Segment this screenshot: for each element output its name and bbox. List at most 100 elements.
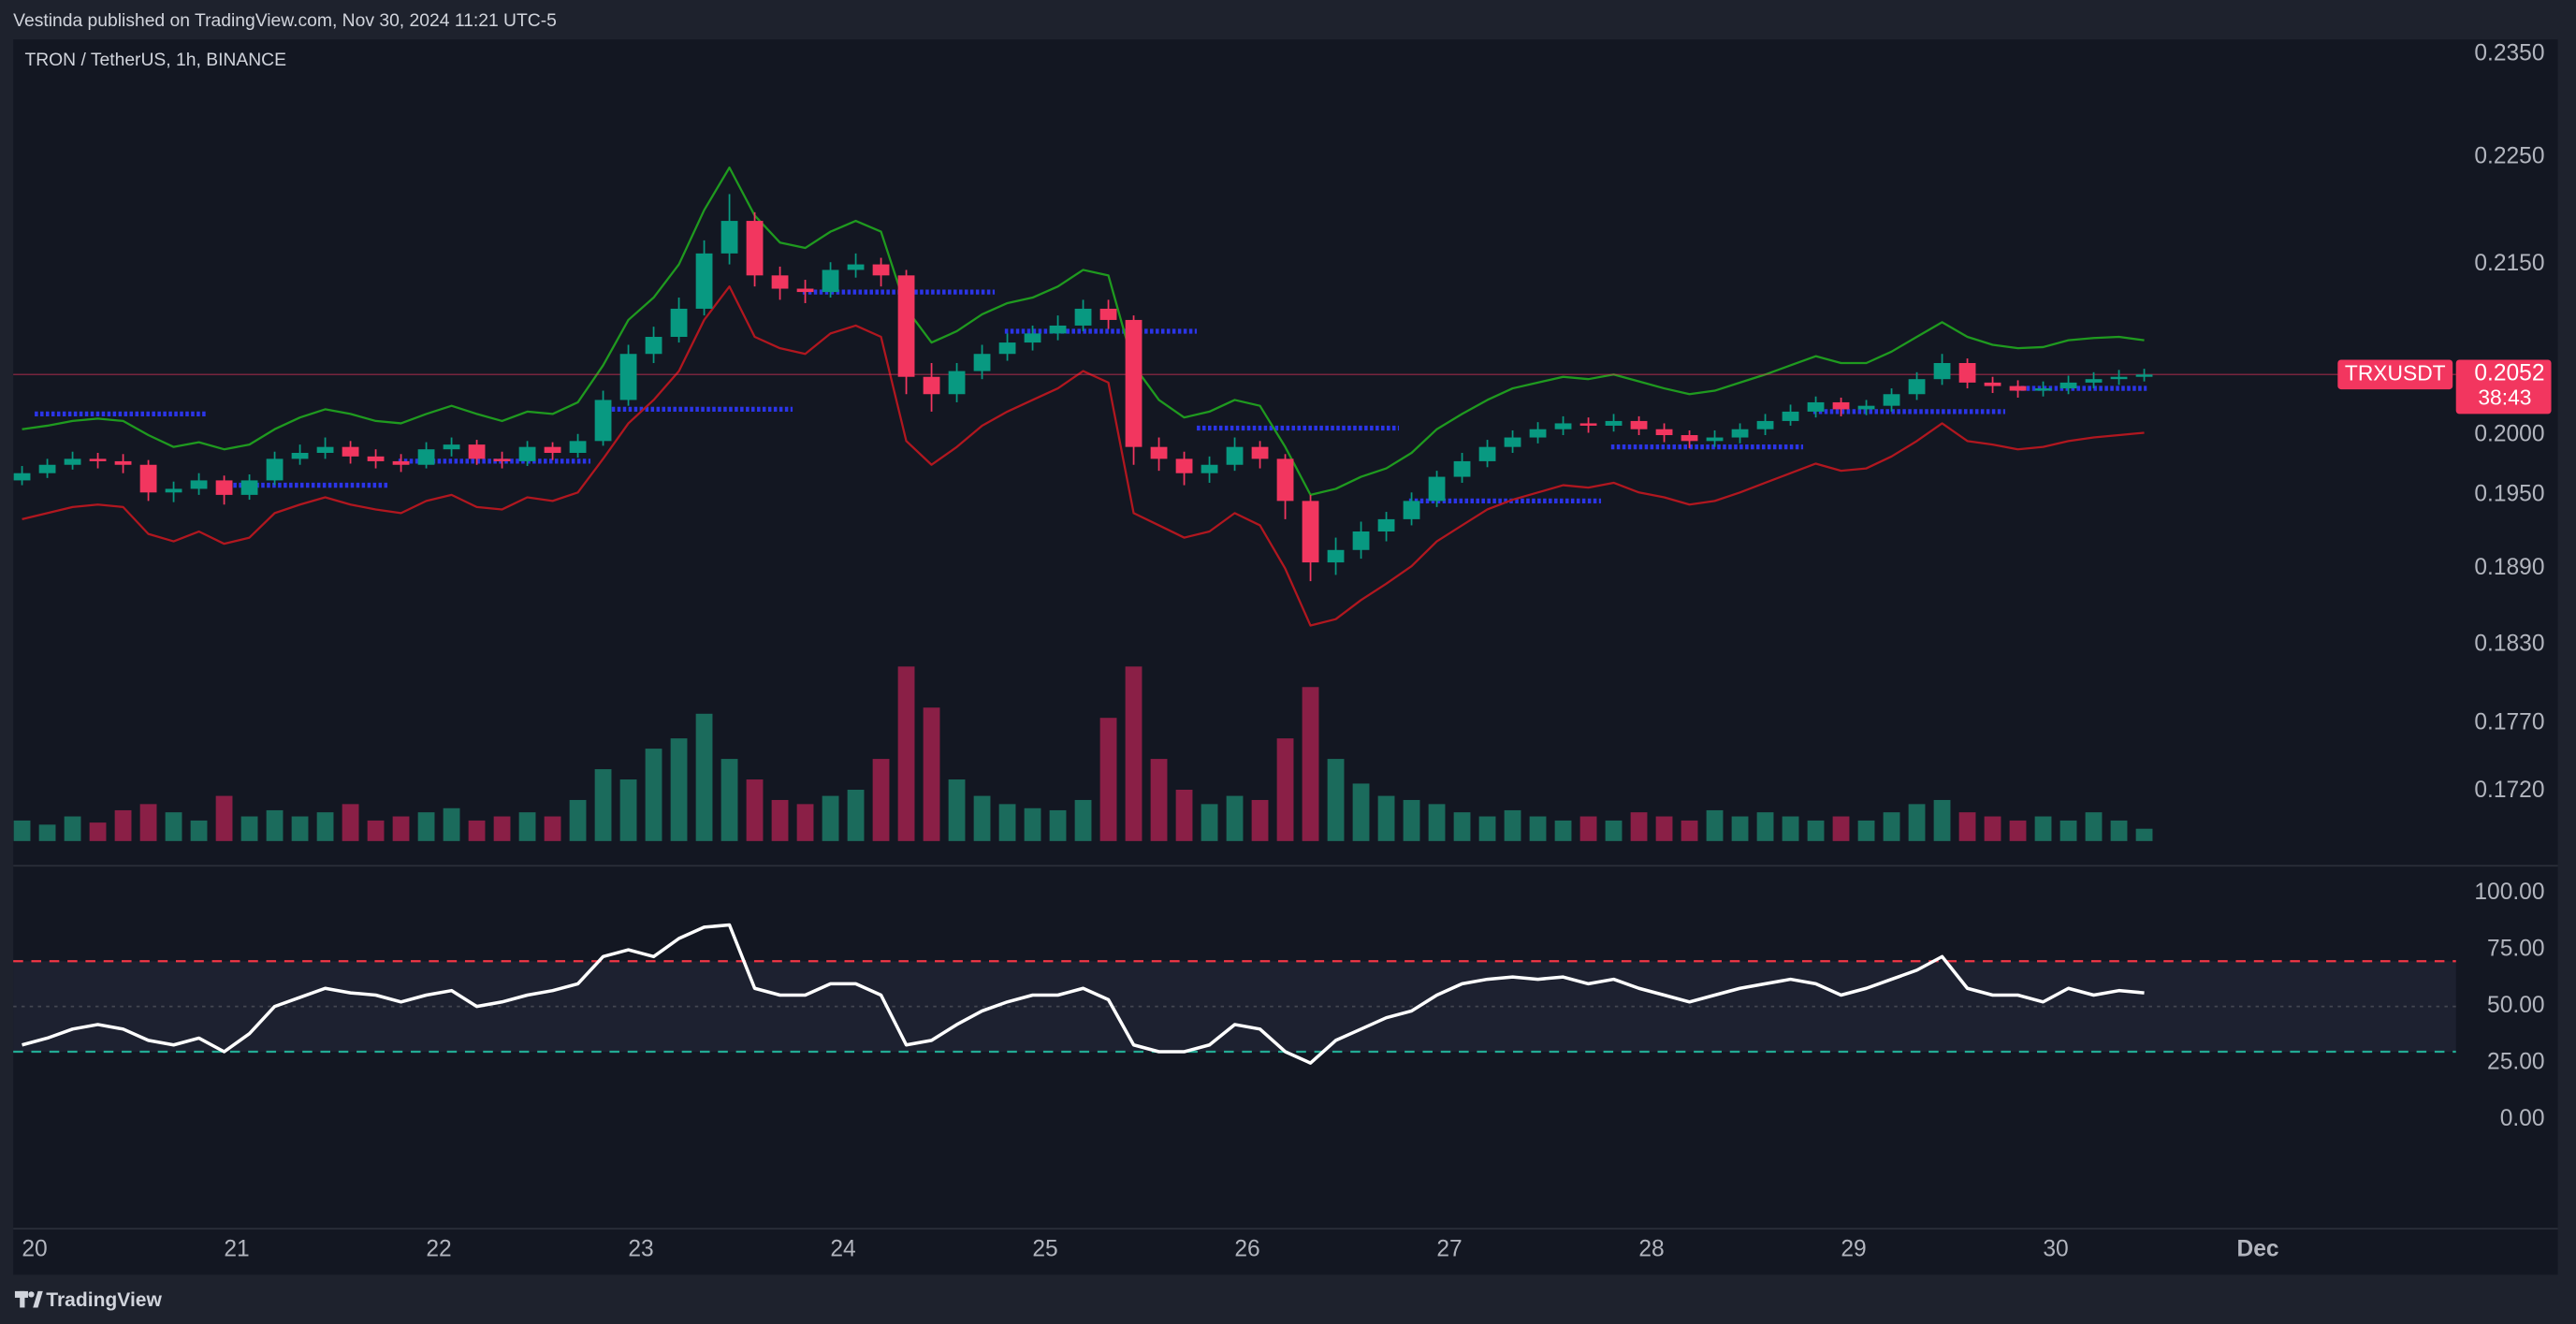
y-tick-label: 0.2150 bbox=[2474, 251, 2544, 276]
x-tick-label: 25 bbox=[1032, 1236, 1057, 1261]
volume-bar bbox=[493, 816, 511, 841]
volume-bar bbox=[1857, 820, 1875, 841]
candle-body bbox=[822, 269, 839, 293]
symbol-tag bbox=[2337, 359, 2453, 390]
candle-body bbox=[1554, 423, 1572, 429]
volume-bar bbox=[1958, 812, 1976, 841]
volume-bar bbox=[1201, 804, 1218, 841]
y-tick-label: 100.00 bbox=[2474, 880, 2544, 905]
volume-bar bbox=[316, 812, 334, 841]
price-tag bbox=[2455, 359, 2552, 415]
volume-bar bbox=[619, 779, 637, 841]
candle-body bbox=[1630, 420, 1648, 429]
volume-bar bbox=[392, 816, 410, 841]
volume-bar bbox=[1731, 816, 1749, 841]
volume-bar bbox=[291, 816, 309, 841]
candle-body bbox=[1049, 325, 1067, 334]
y-tick-label: 0.00 bbox=[2500, 1106, 2545, 1131]
candle-body bbox=[518, 446, 536, 461]
candle-body bbox=[1883, 394, 1900, 406]
chart-area bbox=[13, 39, 2558, 1275]
volume-bar bbox=[1984, 816, 2001, 841]
volume-bar bbox=[720, 759, 738, 841]
volume-bar bbox=[2009, 820, 2027, 841]
x-tick-label: 24 bbox=[830, 1236, 855, 1261]
volume-bar bbox=[1655, 816, 1673, 841]
candle-body bbox=[2085, 379, 2103, 383]
y-tick-label: 0.2250 bbox=[2474, 143, 2544, 168]
candle-body bbox=[316, 446, 334, 454]
candle-body bbox=[544, 446, 561, 454]
volume-bar bbox=[1579, 816, 1597, 841]
x-tick-label: 22 bbox=[426, 1236, 451, 1261]
candle-body bbox=[1276, 458, 1294, 502]
candle-body bbox=[139, 464, 157, 493]
volume-bar bbox=[1150, 759, 1168, 841]
volume-bar bbox=[2034, 816, 2052, 841]
candle-body bbox=[771, 275, 789, 289]
volume-bar bbox=[139, 804, 157, 841]
volume-bar bbox=[1453, 812, 1471, 841]
y-tick-label: 75.00 bbox=[2487, 937, 2544, 962]
candle-body bbox=[1024, 333, 1041, 343]
x-tick-label: 26 bbox=[1234, 1236, 1259, 1261]
y-tick-label: 0.1890 bbox=[2474, 555, 2544, 580]
candle-body bbox=[2059, 382, 2077, 389]
volume-bar bbox=[746, 779, 764, 841]
candle-body bbox=[1605, 420, 1623, 426]
volume-bar bbox=[847, 789, 865, 841]
candle-body bbox=[417, 449, 435, 465]
volume-bar bbox=[1554, 820, 1572, 841]
volume-bar bbox=[872, 759, 890, 841]
volume-bar bbox=[1933, 799, 1951, 841]
y-tick-label: 0.1830 bbox=[2474, 632, 2544, 657]
countdown-label: 38:43 bbox=[2478, 386, 2531, 410]
x-tick-label: 28 bbox=[1638, 1236, 1664, 1261]
volume-bar bbox=[923, 707, 940, 841]
volume-bar bbox=[822, 795, 839, 841]
volume-bar bbox=[1706, 809, 1724, 841]
candle-body bbox=[2110, 376, 2128, 380]
x-tick-label: Dec bbox=[2237, 1236, 2279, 1261]
volume-bar bbox=[1883, 812, 1900, 841]
candle-body bbox=[468, 444, 486, 459]
volume-bar bbox=[1782, 816, 1799, 841]
candle-body bbox=[2135, 374, 2153, 377]
candle-body bbox=[190, 480, 208, 489]
candle-body bbox=[695, 253, 713, 309]
candle-body bbox=[1933, 363, 1951, 380]
volume-bar bbox=[1099, 718, 1117, 841]
candle-body bbox=[1958, 363, 1976, 383]
candle-body bbox=[720, 221, 738, 254]
candle-body bbox=[1428, 476, 1446, 502]
candle-body bbox=[1706, 437, 1724, 442]
volume-bar bbox=[114, 809, 132, 841]
candle-body bbox=[1655, 429, 1673, 436]
candle-body bbox=[1478, 446, 1496, 461]
y-tick-label: 0.1950 bbox=[2474, 481, 2544, 506]
brand-logo bbox=[14, 1290, 43, 1308]
candle-body bbox=[1731, 429, 1749, 438]
volume-bar bbox=[64, 816, 81, 841]
volume-bar bbox=[266, 809, 284, 841]
volume-bar bbox=[518, 812, 536, 841]
candle-body bbox=[443, 444, 460, 450]
candle-body bbox=[1175, 458, 1193, 473]
candle-body bbox=[594, 400, 612, 442]
volume-bar bbox=[2085, 812, 2103, 841]
volume-bar bbox=[89, 822, 107, 841]
volume-bar bbox=[998, 804, 1016, 841]
candle-body bbox=[1074, 308, 1092, 326]
volume-bar bbox=[1024, 807, 1041, 841]
candle-body bbox=[670, 308, 688, 338]
volume-bar bbox=[1807, 820, 1825, 841]
candle-body bbox=[64, 458, 81, 465]
y-tick-label: 0.2000 bbox=[2474, 422, 2544, 447]
candle-body bbox=[1504, 437, 1521, 447]
volume-bar bbox=[1302, 687, 1319, 841]
band-line bbox=[22, 285, 2145, 627]
candle-body bbox=[619, 354, 637, 400]
candle-body bbox=[1807, 401, 1825, 412]
volume-bar bbox=[670, 738, 688, 841]
volume-bar bbox=[1251, 799, 1269, 841]
